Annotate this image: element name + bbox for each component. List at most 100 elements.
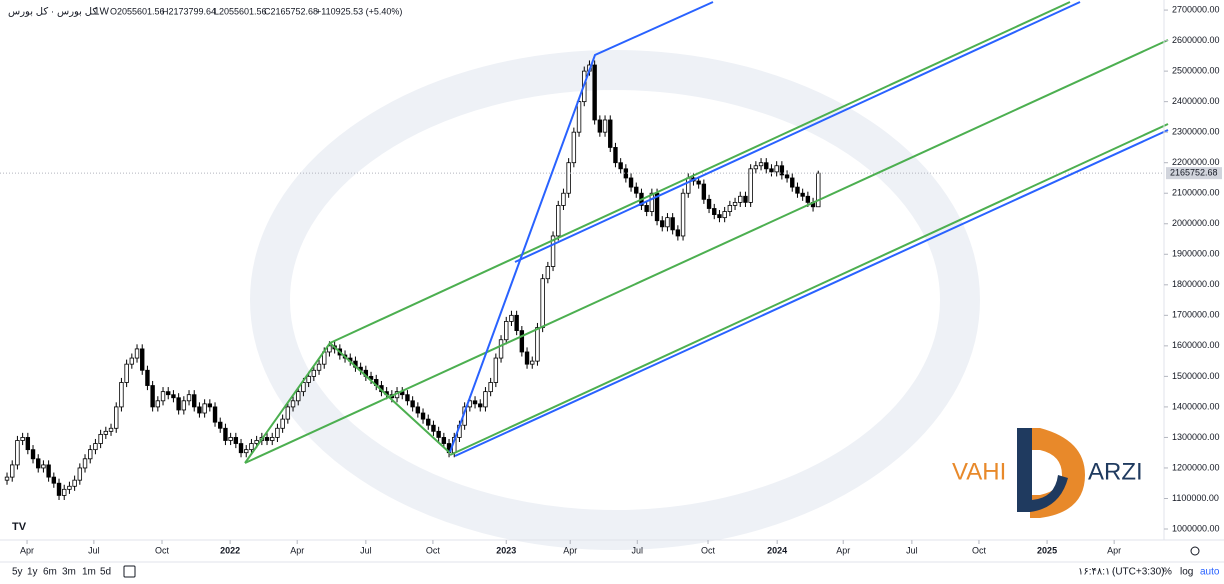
interval: 1W bbox=[94, 7, 110, 18]
timezone[interactable]: (UTC+3:30) bbox=[1112, 567, 1165, 578]
candle-body bbox=[608, 119, 613, 148]
candle-body bbox=[186, 394, 192, 402]
candle-body bbox=[556, 205, 561, 237]
candle-body bbox=[628, 177, 634, 188]
y-tick-label: 2100000.00 bbox=[1172, 188, 1220, 198]
candle-body bbox=[405, 394, 410, 402]
candle-body bbox=[795, 186, 800, 194]
percent-toggle[interactable]: % bbox=[1163, 567, 1172, 578]
candle-body bbox=[686, 177, 691, 194]
candle-body bbox=[514, 314, 519, 331]
candle-body bbox=[722, 211, 727, 219]
candle-body bbox=[769, 168, 774, 173]
candle-body bbox=[20, 437, 25, 441]
candle-body bbox=[207, 403, 213, 408]
candle-body bbox=[753, 165, 759, 170]
candle-body bbox=[660, 220, 665, 228]
candle-body bbox=[134, 348, 140, 359]
y-tick-label: 1600000.00 bbox=[1172, 340, 1220, 350]
x-tick-label: 2024 bbox=[767, 545, 787, 555]
candle-body bbox=[15, 440, 20, 466]
candle-body bbox=[540, 278, 545, 328]
channel-lower bbox=[454, 129, 1169, 457]
price-label-box bbox=[1166, 167, 1222, 180]
candle-body bbox=[743, 195, 748, 203]
x-tick-label: 2023 bbox=[496, 545, 516, 555]
y-tick-label: 1300000.00 bbox=[1172, 432, 1220, 442]
calendar-icon[interactable] bbox=[123, 565, 136, 578]
price-label: 2165752.68 bbox=[1170, 168, 1218, 178]
watermark-ring bbox=[250, 50, 980, 550]
ohlc: C2165752.68 bbox=[264, 6, 318, 16]
y-tick-label: 1000000.00 bbox=[1172, 523, 1220, 533]
range-button[interactable]: 1y bbox=[27, 567, 38, 578]
candle-body bbox=[670, 217, 675, 231]
logo: VAHI ARZI bbox=[952, 428, 1143, 518]
candle-body bbox=[244, 449, 249, 454]
candle-body bbox=[67, 485, 72, 490]
tv-logo[interactable]: TV bbox=[12, 521, 27, 533]
range-button[interactable]: 3m bbox=[62, 567, 76, 578]
candle-body bbox=[748, 168, 753, 203]
candle-body bbox=[233, 437, 239, 444]
candle-body bbox=[249, 443, 254, 451]
y-tick-label: 1700000.00 bbox=[1172, 310, 1220, 320]
candle-body bbox=[696, 180, 701, 185]
candle-body bbox=[108, 427, 114, 432]
candle-body bbox=[426, 418, 431, 426]
y-tick-label: 2700000.00 bbox=[1172, 4, 1220, 14]
candle-body bbox=[618, 162, 623, 170]
candle-body bbox=[545, 266, 551, 280]
candle-body bbox=[41, 464, 46, 469]
candle-body bbox=[119, 382, 124, 408]
range-button[interactable]: 6m bbox=[43, 567, 57, 578]
candle-body bbox=[816, 172, 821, 208]
settings-icon[interactable] bbox=[1190, 546, 1200, 556]
y-tick-label: 1500000.00 bbox=[1172, 371, 1220, 381]
y-tick-label: 1100000.00 bbox=[1172, 493, 1219, 503]
candle-body bbox=[62, 488, 67, 496]
candle-body bbox=[140, 348, 145, 371]
candle-body bbox=[576, 101, 582, 133]
candle-body bbox=[519, 330, 525, 353]
candle-body bbox=[301, 382, 306, 393]
candle-body bbox=[160, 391, 166, 402]
change: +110925.53 (+5.40%) bbox=[316, 6, 402, 16]
candle-body bbox=[550, 235, 556, 267]
y-tick-label: 2200000.00 bbox=[1172, 157, 1220, 167]
candle-body bbox=[592, 64, 597, 121]
candle-body bbox=[644, 205, 649, 212]
channel-upper bbox=[514, 1, 1081, 263]
candle-body bbox=[498, 339, 504, 359]
log-toggle[interactable]: log bbox=[1180, 567, 1193, 578]
legend-header: کل بورس · کل بورس 1W O2055601.56 H217379… bbox=[8, 6, 402, 17]
candle-body bbox=[290, 400, 296, 408]
candle-body bbox=[296, 391, 301, 402]
x-tick-label: Apr bbox=[20, 545, 34, 555]
range-button[interactable]: 1m bbox=[82, 567, 96, 578]
candle-body bbox=[166, 391, 171, 396]
candle-body bbox=[530, 360, 535, 365]
auto-toggle[interactable]: auto bbox=[1200, 567, 1220, 578]
y-tick-label: 2500000.00 bbox=[1172, 65, 1220, 75]
range-button[interactable]: 5d bbox=[100, 567, 111, 578]
candle-body bbox=[561, 192, 566, 206]
candle-body bbox=[535, 327, 540, 362]
candle-body bbox=[738, 195, 743, 203]
candle-body bbox=[77, 467, 83, 481]
candle-body bbox=[680, 192, 686, 237]
plot-area bbox=[0, 60, 1164, 501]
range-button[interactable]: 5y bbox=[12, 567, 23, 578]
candle-body bbox=[509, 314, 514, 322]
candle-body bbox=[571, 131, 577, 164]
candle-body bbox=[212, 406, 218, 423]
candle-body bbox=[197, 406, 202, 414]
x-tick-label: Apr bbox=[563, 545, 577, 555]
candle-body bbox=[56, 482, 62, 496]
drawings bbox=[244, 1, 1169, 464]
candle-body bbox=[431, 424, 436, 432]
candle-body bbox=[114, 406, 119, 429]
candle-body bbox=[176, 397, 181, 411]
candle-body bbox=[436, 430, 441, 438]
candle-body bbox=[717, 214, 722, 219]
